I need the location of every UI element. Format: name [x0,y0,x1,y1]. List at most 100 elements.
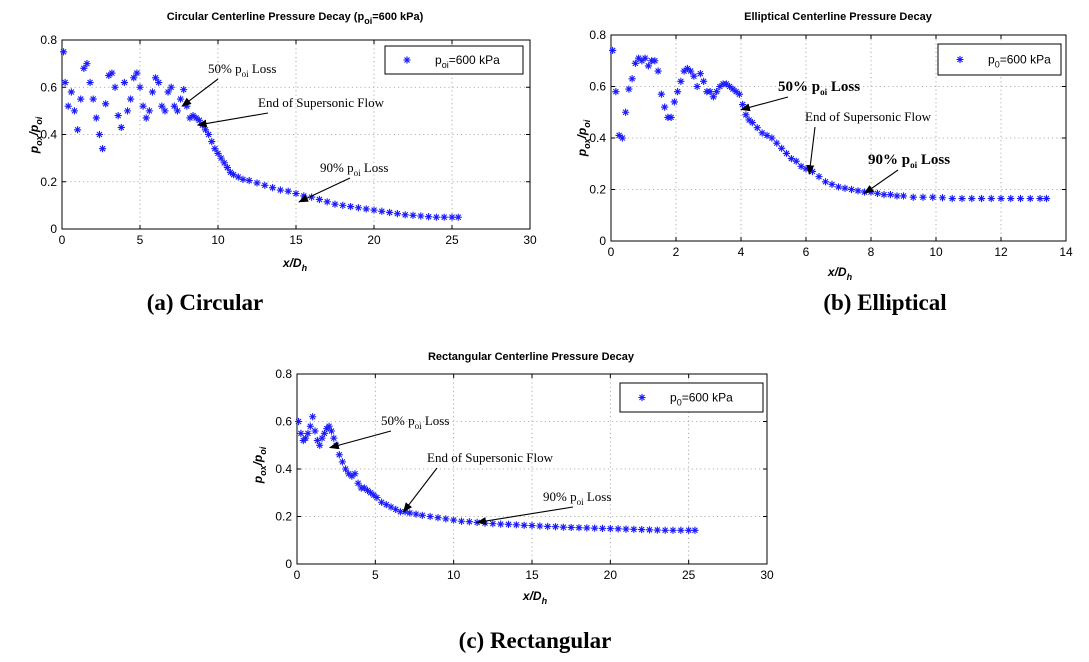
data-point [489,520,497,528]
y-axis-label: pox/poi [251,446,268,484]
data-point [345,470,353,478]
data-point [938,194,947,202]
data-point [335,451,343,459]
data-point [127,95,135,103]
data-point [245,176,253,185]
data-point [304,429,312,437]
y-axis-label: pox/poi [575,119,592,157]
data-point [919,193,927,201]
text-span: p [670,391,677,405]
data-point [392,505,400,513]
data-point [739,100,747,109]
text-span: Loss [584,489,612,504]
data-point [214,149,222,157]
data-point [223,163,231,172]
data-point [316,441,324,449]
data-point [987,194,995,203]
data-point [700,77,708,85]
data-point [630,525,638,533]
data-point [108,69,116,77]
text-span: p [575,149,589,157]
text-span: oi [582,119,592,127]
data-point [145,107,153,115]
data-point [205,130,213,139]
data-point [583,524,591,532]
data-point [354,204,362,212]
data-point [638,57,646,65]
text-span: p [27,146,41,154]
data-point [497,520,505,528]
data-point [948,194,956,203]
data-point [105,71,113,80]
data-point [327,427,336,435]
data-point [651,57,659,65]
data-point [763,131,771,140]
data-point [609,46,617,55]
annotation-label: 50% poi Loss [381,413,449,431]
data-point [1007,194,1015,203]
data-point [821,178,830,186]
data-point [70,107,79,115]
data-point [958,194,966,203]
data-point [164,88,172,96]
data-point [318,434,326,442]
y-tick-label: 0 [285,557,292,571]
text-span: oi [415,421,423,431]
data-point [426,512,434,521]
data-point [828,180,836,188]
text-span: End of Supersonic Flow [805,109,932,124]
data-point [158,102,166,110]
data-point [325,422,333,430]
x-tick-label: 0 [294,568,301,582]
data-point [709,93,717,101]
data-point [176,95,185,103]
data-point [598,524,607,532]
annotation-arrow [863,169,899,194]
data-point [687,67,695,75]
data-point [360,484,368,492]
text-span: 90% p [868,152,910,168]
text-span: x/D [522,589,542,603]
y-tick-label: 0.4 [40,128,57,142]
x-tick-label: 4 [738,245,745,259]
data-point [815,173,823,181]
x-tick-label: 14 [1059,245,1073,259]
data-point [669,526,677,534]
text-span: ox [582,137,592,148]
data-point [635,54,643,62]
data-point [1036,194,1044,203]
data-point [614,525,622,533]
data-point [631,59,639,67]
data-point [418,511,426,519]
y-tick-label: 0.6 [40,80,57,94]
data-point [722,80,730,88]
data-point [309,413,317,421]
text-span: /p [575,128,589,140]
text-span: x/D [282,256,302,270]
data-point [625,85,633,93]
data-point [612,88,620,96]
x-tick-label: 2 [673,245,680,259]
data-point [386,208,394,217]
data-point [683,64,691,73]
data-point [378,207,386,215]
data-point [504,520,513,528]
panel-caption: (a) Circular [147,290,263,315]
annotation-label: 50% poi Loss [208,61,276,79]
legend-marker [403,56,411,64]
y-tick-label: 0.4 [589,131,606,145]
data-point [638,525,646,534]
data-point [362,205,370,213]
data-point [880,191,888,199]
x-tick-label: 12 [994,245,1008,259]
data-point [432,213,440,221]
annotation-arrow [740,96,789,112]
x-axis-label: x/Dh [827,265,853,282]
text-span: oi [242,69,250,79]
data-point [792,157,800,165]
text-span: 50% p [208,61,242,76]
annotation-arrow [806,126,816,176]
data-point [567,523,575,532]
data-point [170,102,178,110]
data-point [899,192,908,200]
